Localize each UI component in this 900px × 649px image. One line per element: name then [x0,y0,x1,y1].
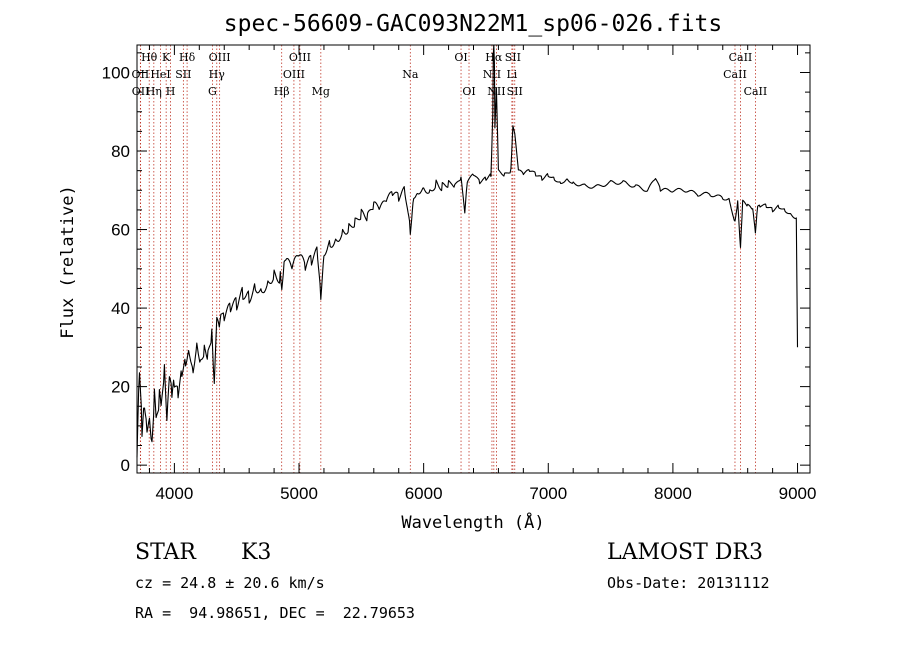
chart-title: spec-56609-GAC093N22M1_sp06-026.fits [224,11,723,37]
spectral-line-label: Hη [146,85,162,98]
y-tick-label: 40 [111,299,130,318]
spectral-line-label: Hβ [274,85,290,98]
spectral-line-label: K [162,51,171,64]
y-tick-label: 60 [111,221,130,240]
spectral-line-label: Mg [312,85,330,98]
x-tick-label: 6000 [405,484,443,503]
redshift-value: cz = 24.8 ± 20.6 km/s [135,574,325,592]
coordinates: RA = 94.98651, DEC = 22.79653 [135,604,415,622]
spectral-line-label: Li [506,68,517,81]
spectral-line-label: CaII [729,51,753,64]
flux-series-line [136,44,799,458]
x-tick-label: 8000 [654,484,692,503]
spectral-line-label: OIII [209,51,231,64]
spectral-line-label: NII [483,68,501,81]
spectral-line-label: SII [175,68,191,81]
spectral-line-label: SII [507,85,523,98]
spectral-line-label: OI [462,85,475,98]
spectral-line-label: OIII [289,51,311,64]
spectral-line-label: Hδ [179,51,196,64]
spectral-line-label: HeI [150,68,170,81]
spectral-line-label: OII [132,68,150,81]
spectral-line-label: CaII [723,68,747,81]
spectral-line-label: H [166,85,176,98]
spectrum-chart: spec-56609-GAC093N22M1_sp06-026.fits Hθ O… [58,11,817,533]
plot-frame [136,44,811,474]
spectral-line-label: Hθ [141,51,158,64]
spectral-line-label: Na [402,68,419,81]
x-tick-label: 4000 [155,484,193,503]
y-axis-label: Flux (relative) [58,185,78,339]
spectral-line-label: SII [505,51,521,64]
spectral-subclass: K3 [241,540,272,565]
y-tick-label: 100 [102,63,130,82]
spectral-line-label: OIII [283,68,305,81]
spectral-line-label: G [208,85,217,98]
x-tick-label: 7000 [529,484,567,503]
x-tick-label: 5000 [280,484,318,503]
observation-date: Obs-Date: 20131112 [607,574,770,592]
axis-ticks: 4000 5000 6000 7000 8000 9000 0 20 40 60 80 100 [102,45,817,503]
x-tick-label: 9000 [779,484,817,503]
spectral-lines [139,45,756,473]
spectral-line-label: OI [454,51,467,64]
y-tick-label: 20 [111,378,130,397]
object-class: STAR [135,540,196,565]
spectral-line-label: CaII [744,85,768,98]
y-tick-label: 80 [111,142,130,161]
x-axis-label: Wavelength (Å) [401,511,544,533]
y-tick-label: 0 [121,456,130,475]
survey-name: LAMOST DR3 [607,540,763,565]
spectral-line-label: OII [132,85,150,98]
spectral-line-label: Hγ [209,68,226,81]
